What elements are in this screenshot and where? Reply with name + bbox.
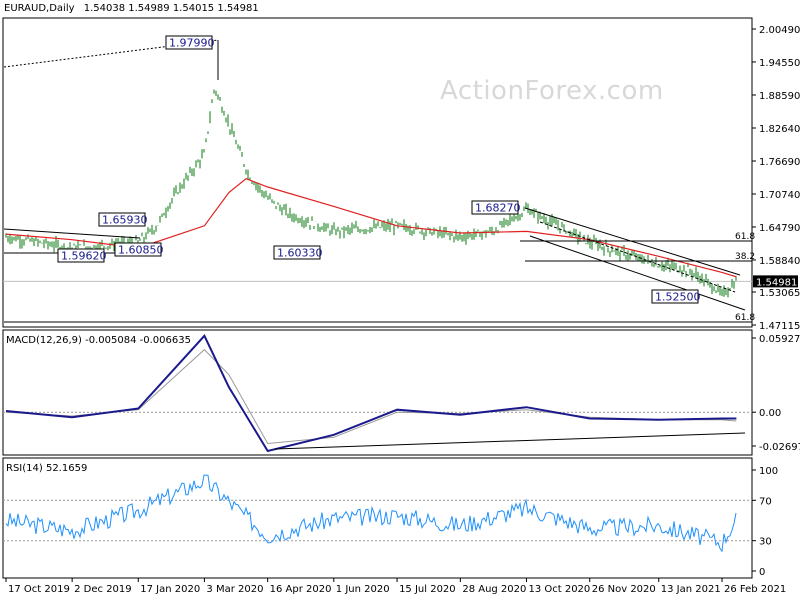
price-axis-tick-label: 1.94550 — [759, 58, 800, 69]
macd-axis-tick-label: 0.00 — [759, 408, 781, 419]
x-tick-label: 1 Jun 2020 — [336, 584, 390, 595]
x-tick-label: 26 Feb 2021 — [724, 584, 786, 595]
current-price-box — [753, 275, 798, 288]
channel-mid-line — [539, 221, 736, 293]
open-value: 1.54038 — [83, 3, 126, 14]
macd-line — [5, 334, 737, 453]
annotation-label: 1.59620 — [61, 250, 107, 263]
close-value: 1.54981 — [217, 3, 259, 14]
x-tick-label: 28 Aug 2020 — [462, 584, 526, 595]
fib-level-label: 38.2 — [735, 252, 755, 262]
watermark: ActionForex.com — [440, 76, 664, 106]
price-axis-tick-label: 1.47115 — [759, 321, 800, 332]
rsi-title: RSI(14) 52.1659 — [6, 463, 87, 474]
price-axis-tick-label: 1.64790 — [759, 223, 800, 234]
annotation-label: 1.60330 — [277, 247, 323, 260]
price-axis-tick-label: 1.70740 — [759, 190, 800, 201]
x-tick-label: 2 Dec 2019 — [74, 584, 132, 595]
annotation-label: 1.60850 — [118, 244, 164, 257]
high-value: 1.54989 — [128, 3, 170, 14]
low-value: 1.54015 — [172, 3, 215, 14]
chart-header: EURAUD,Daily 1.54038 1.54989 1.54015 1.5… — [4, 3, 259, 14]
symbol-label: EURAUD,Daily — [4, 3, 75, 14]
macd-title: MACD(12,26,9) -0.005084 -0.006635 — [6, 335, 191, 346]
annotation-low-label: 1.52500 — [655, 291, 701, 304]
x-tick-label: 26 Nov 2020 — [592, 584, 656, 595]
x-tick-label: 13 Oct 2020 — [528, 584, 590, 595]
channel-lower-line — [529, 235, 746, 311]
rsi-axis-tick-label: 70 — [759, 496, 772, 507]
moving-average-line — [5, 178, 737, 278]
rsi-axis-tick-label: 30 — [759, 537, 772, 548]
x-tick-label: 17 Oct 2019 — [8, 584, 70, 595]
current-price-label: 1.54981 — [756, 277, 797, 288]
x-tick-label: 16 Apr 2020 — [270, 584, 332, 595]
price-axis-tick-label: 1.76690 — [759, 157, 800, 168]
price-axis-tick-label: 1.88590 — [759, 91, 800, 102]
annotation-label-box — [273, 245, 321, 260]
main-panel-frame — [2, 17, 753, 328]
rsi-axis-tick-label: 0 — [759, 567, 765, 578]
price-axis-tick-label: 1.58840 — [759, 256, 800, 267]
macd-axis-tick-label: -0.026978 — [759, 442, 800, 453]
annotation-label-box — [98, 212, 146, 227]
price-axis-tick-label: 1.82640 — [759, 124, 800, 135]
price-axis-tick-label: 2.00490 — [759, 25, 800, 36]
fib-level-label: 61.8 — [735, 232, 755, 242]
price-axis-tick-label: 1.53065 — [759, 288, 800, 299]
annotation-label: 1.68270 — [475, 202, 521, 215]
macd-axis-tick-label: 0.059272 — [759, 334, 800, 345]
rsi-panel-frame — [2, 457, 753, 579]
annotation-low-label-box — [651, 289, 699, 304]
rsi-axis-tick-label: 100 — [759, 466, 778, 477]
rsi-line — [5, 474, 737, 553]
annotation-high-label-box — [165, 35, 213, 50]
left-trendline-top — [3, 228, 141, 239]
price-bars — [5, 89, 737, 298]
annotation-label: 1.65930 — [102, 214, 148, 227]
x-tick-label: 15 Jul 2020 — [399, 584, 456, 595]
x-tick-label: 17 Jan 2020 — [140, 584, 200, 595]
annotation-label-box — [471, 200, 519, 215]
annotation-high-label: 1.97990 — [169, 37, 215, 50]
annotation-label-box — [114, 242, 162, 257]
annotation-label-box — [57, 248, 105, 263]
fib-level-label: 61.8 — [735, 313, 755, 323]
macd-signal-line — [5, 348, 737, 445]
x-tick-label: 3 Mar 2020 — [206, 584, 263, 595]
macd-panel-frame — [2, 329, 753, 456]
x-tick-label: 13 Jan 2021 — [661, 584, 721, 595]
macd-trendline — [274, 432, 746, 450]
